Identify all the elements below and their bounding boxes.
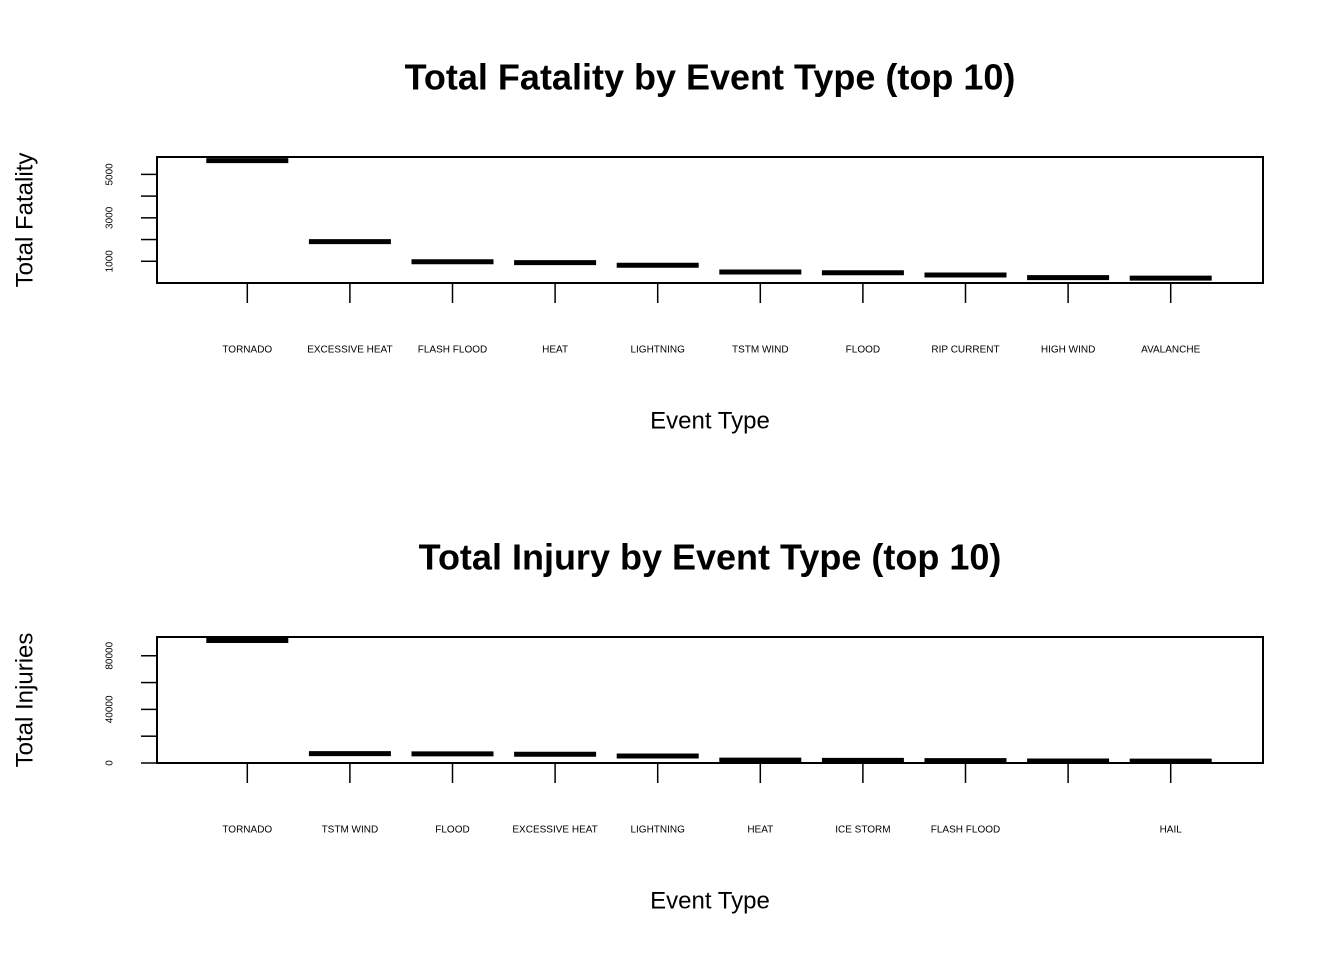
x-tick-label: ICE STORM	[835, 825, 890, 836]
chart-panel-2: Total Injury by Event Type (top 10) Total…	[11, 537, 1264, 914]
x-tick-label: HEAT	[747, 825, 773, 836]
plot-frame	[156, 156, 1264, 284]
x-tick-label: LIGHTNING	[630, 345, 685, 356]
x-tick-label: TSTM WIND	[322, 825, 379, 836]
x-axis-label: Event Type	[650, 887, 770, 914]
x-axis-label: Event Type	[650, 407, 770, 434]
x-tick-label: FLOOD	[846, 345, 880, 356]
x-tick-label: AVALANCHE	[1141, 345, 1200, 356]
x-tick-label: EXCESSIVE HEAT	[307, 345, 392, 356]
x-tick-label: TORNADO	[222, 345, 272, 356]
y-tick-label: 80000	[105, 641, 116, 669]
x-tick-label: TSTM WIND	[732, 345, 789, 356]
x-tick-label: FLASH FLOOD	[931, 825, 1000, 836]
chart-title: Total Fatality by Event Type (top 10)	[405, 57, 1016, 98]
chart-title: Total Injury by Event Type (top 10)	[419, 537, 1002, 578]
x-tick-label: HIGH WIND	[1041, 345, 1095, 356]
x-tick-label: TORNADO	[222, 825, 272, 836]
x-tick-label: HEAT	[542, 345, 568, 356]
x-tick-label: HAIL	[1160, 825, 1183, 836]
x-tick-label: LIGHTNING	[630, 825, 685, 836]
y-axis-label: Total Injuries	[11, 633, 38, 768]
y-axis-label: Total Fatality	[11, 153, 38, 288]
x-tick-label: RIP CURRENT	[931, 345, 999, 356]
chart-panel-1: Total Fatality by Event Type (top 10) Tot…	[11, 57, 1264, 434]
x-tick-label: FLASH FLOOD	[418, 345, 487, 356]
plot-frame	[156, 636, 1264, 764]
x-tick-label: EXCESSIVE HEAT	[512, 825, 597, 836]
x-tick-label: FLOOD	[435, 825, 469, 836]
y-tick-label: 0	[105, 760, 116, 766]
y-tick-label: 40000	[105, 695, 116, 723]
y-tick-label: 1000	[105, 250, 116, 273]
y-tick-label: 5000	[105, 163, 116, 186]
y-tick-label: 3000	[105, 206, 116, 229]
